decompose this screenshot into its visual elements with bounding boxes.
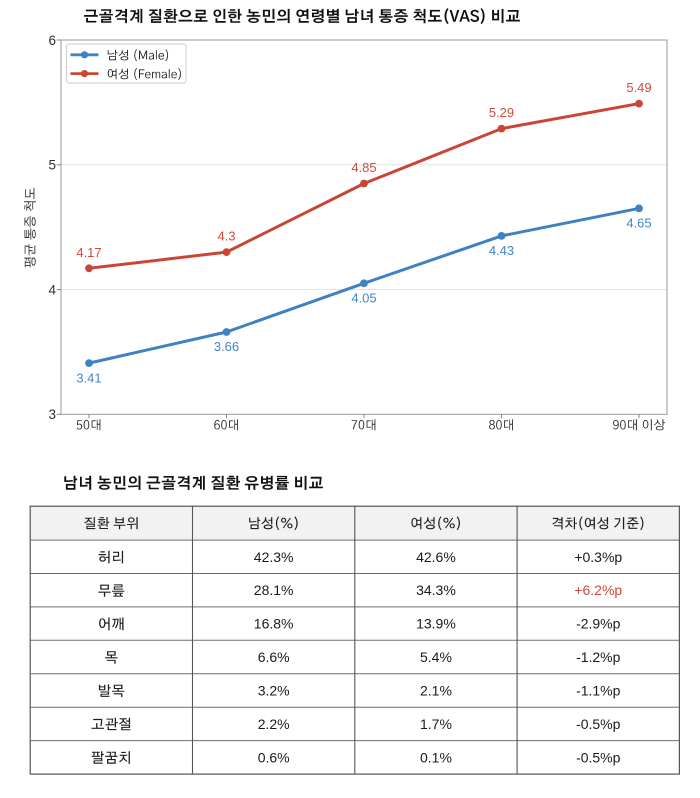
- svg-text:-2.9%p: -2.9%p: [576, 616, 621, 632]
- svg-text:4.85: 4.85: [351, 160, 376, 175]
- svg-text:1.7%: 1.7%: [420, 716, 452, 732]
- svg-text:5: 5: [48, 158, 56, 173]
- svg-text:4: 4: [48, 282, 56, 297]
- svg-text:+6.2%p: +6.2%p: [574, 582, 622, 598]
- svg-text:6.6%: 6.6%: [258, 649, 290, 665]
- svg-text:3.66: 3.66: [214, 339, 239, 354]
- svg-text:13.9%: 13.9%: [416, 616, 456, 632]
- svg-text:3.41: 3.41: [76, 370, 101, 385]
- svg-text:4.65: 4.65: [626, 216, 651, 231]
- svg-text:-1.1%p: -1.1%p: [576, 682, 621, 698]
- svg-text:4.3: 4.3: [217, 229, 235, 244]
- svg-text:2.1%: 2.1%: [420, 682, 452, 698]
- svg-text:4.17: 4.17: [76, 245, 101, 260]
- svg-text:-0.5%p: -0.5%p: [576, 749, 621, 765]
- svg-text:5.29: 5.29: [489, 105, 514, 120]
- svg-text:5.49: 5.49: [626, 80, 651, 95]
- svg-text:3.2%: 3.2%: [258, 682, 290, 698]
- svg-text:4.05: 4.05: [351, 290, 376, 305]
- svg-text:42.3%: 42.3%: [254, 549, 294, 565]
- svg-text:5.4%: 5.4%: [420, 649, 452, 665]
- svg-text:-1.2%p: -1.2%p: [576, 649, 621, 665]
- svg-text:42.6%: 42.6%: [416, 549, 456, 565]
- svg-text:4.43: 4.43: [489, 243, 514, 258]
- svg-text:28.1%: 28.1%: [254, 582, 294, 598]
- svg-text:16.8%: 16.8%: [254, 616, 294, 632]
- svg-text:0.1%: 0.1%: [420, 749, 452, 765]
- svg-text:0.6%: 0.6%: [258, 749, 290, 765]
- svg-text:+0.3%p: +0.3%p: [574, 549, 622, 565]
- svg-text:34.3%: 34.3%: [416, 582, 456, 598]
- svg-text:3: 3: [48, 407, 56, 422]
- svg-text:6: 6: [48, 33, 56, 48]
- svg-text:-0.5%p: -0.5%p: [576, 716, 621, 732]
- svg-text:2.2%: 2.2%: [258, 716, 290, 732]
